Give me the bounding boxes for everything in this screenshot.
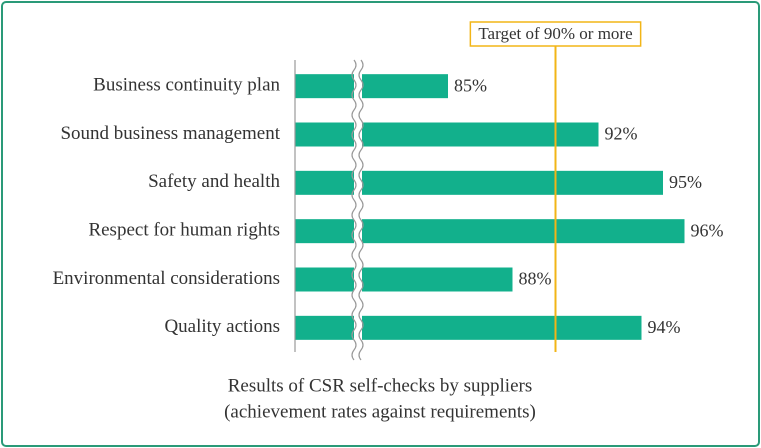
bar: [295, 122, 599, 147]
value-label: 95%: [669, 172, 702, 192]
bar: [295, 267, 513, 292]
break-gap: [354, 60, 362, 354]
value-label: 85%: [454, 75, 487, 95]
value-label: 94%: [648, 317, 681, 337]
target-box: [469, 21, 642, 47]
break-line: [358, 59, 364, 361]
overlay: Business continuity plan 85% Sound busines…: [53, 21, 724, 352]
category-label: Respect for human rights: [88, 220, 280, 241]
break-line: [351, 59, 357, 361]
axis-break: [294, 59, 364, 361]
chart-subtitle: (achievement rates against requirements): [224, 401, 536, 422]
category-label: Safety and health: [148, 171, 280, 192]
target-label: Target of 90% or more: [478, 24, 632, 43]
category-label: Sound business management: [60, 123, 280, 144]
category-label: Quality actions: [164, 316, 280, 337]
value-label: 88%: [519, 269, 552, 289]
chart-title: Results of CSR self-checks by suppliers: [228, 375, 533, 396]
bar: [295, 170, 663, 195]
value-label: 96%: [691, 220, 724, 240]
bar: [295, 74, 448, 99]
bar: [295, 315, 642, 340]
category-label: Business continuity plan: [93, 75, 280, 96]
category-label: Environmental considerations: [53, 268, 280, 289]
value-label: 92%: [605, 124, 638, 144]
